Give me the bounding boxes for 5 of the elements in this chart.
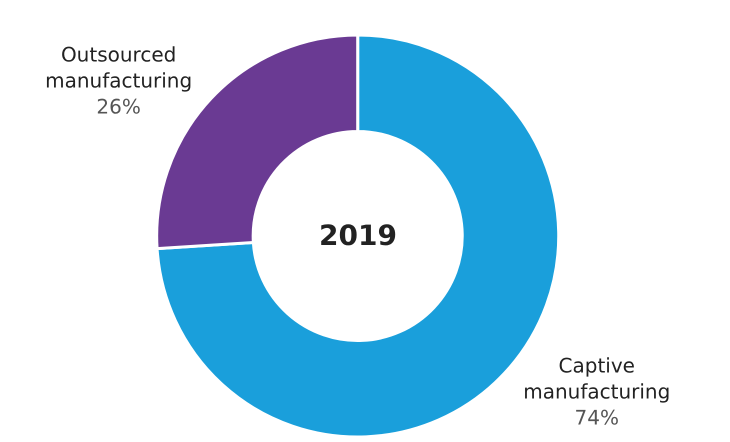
slice-label: Outsourced manufacturing [45, 42, 192, 93]
text: 2019 [319, 219, 397, 252]
slice-label: Captive manufacturing [523, 353, 670, 404]
data-label: 74% [574, 405, 619, 430]
data-label: 26% [96, 94, 141, 119]
